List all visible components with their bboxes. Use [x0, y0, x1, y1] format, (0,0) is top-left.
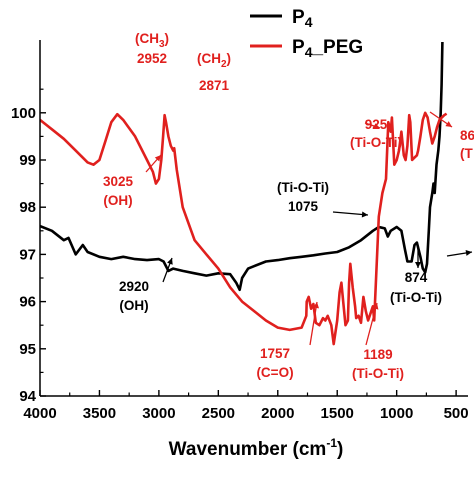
y-tick-label: 97: [19, 246, 36, 263]
annotation-line: (CH3): [135, 31, 169, 50]
annotation-line: 3025: [103, 174, 134, 189]
x-tick-label: 3500: [83, 405, 116, 422]
annotation-arrowhead: [361, 211, 368, 218]
annotation-label: 1189 (Ti-O-Ti): [352, 347, 404, 381]
x-tick-label: 1000: [380, 405, 413, 422]
x-tick-label: 3000: [142, 405, 175, 422]
annotation-arrowhead: [372, 303, 379, 310]
annotation-arrowhead: [415, 262, 421, 268]
annotation-line: (Ti-O-Ti): [277, 180, 329, 195]
annotation-line: 1189: [363, 347, 392, 362]
annotation-line: 2920: [119, 279, 149, 294]
annotation-label: 925(Ti-O-Ti): [350, 117, 402, 150]
annotation-arrowhead: [373, 123, 380, 129]
annotation-line: 2871: [199, 78, 230, 93]
x-tick-label: 2500: [202, 405, 235, 422]
x-tick-label: 4000: [23, 405, 56, 422]
annotation-arrowhead: [167, 258, 173, 265]
series-line-p4: [40, 41, 444, 292]
annotation-arrow: [365, 302, 378, 346]
annotation-line: (Ti-O-Ti): [390, 290, 442, 305]
annotation-line: (OH): [119, 298, 148, 313]
annotation-label: (Ti-O-Ti) 1075: [277, 180, 329, 214]
annotation-line: (Ti-O-Ti): [350, 135, 402, 150]
annotation-line: 86: [460, 128, 474, 143]
x-tick-label: 1500: [321, 405, 354, 422]
annotation-label: (CH2) 2871: [197, 51, 231, 93]
y-tick-label: 95: [19, 341, 36, 358]
annotation-line: (Ti-O-Ti): [352, 366, 404, 381]
x-tick-label: 500: [444, 405, 469, 422]
annotation-line: (OH): [103, 193, 132, 208]
annotation-arrowhead: [465, 250, 472, 256]
annotation-line: 2952: [137, 51, 167, 66]
series-line-p4_peg: [40, 111, 448, 346]
y-tick-label: 94: [19, 388, 36, 405]
annotation-arrowhead: [154, 155, 161, 162]
legend-label: P4: [292, 7, 313, 30]
annotation-label: 874 (Ti-O-Ti): [390, 270, 442, 305]
x-axis-title: Wavenumber (cm-1): [169, 436, 344, 460]
annotation-label: (CH3)2952: [135, 31, 169, 66]
annotation-line: 874: [405, 270, 428, 285]
annotation-line: 1075: [288, 199, 319, 214]
annotation-arrow: [309, 301, 318, 346]
annotation-label: 3025 (OH): [103, 174, 134, 208]
annotation-label: 2920 (OH): [119, 279, 149, 313]
annotation-label: 1757 (C=O): [256, 346, 293, 380]
annotation-arrowhead: [445, 121, 452, 127]
annotation-line: 1757: [260, 346, 290, 361]
y-tick-label: 100: [11, 105, 36, 122]
annotation-line: (CH2): [197, 51, 231, 70]
legend-label: P4_PEG: [292, 37, 363, 60]
x-tick-label: 2000: [261, 405, 294, 422]
y-tick-label: 96: [19, 294, 36, 311]
y-tick-label: 98: [19, 199, 36, 216]
annotation-arrowhead: [313, 302, 319, 309]
annotation-line: (T: [460, 146, 473, 161]
annotation-line: (C=O): [256, 365, 293, 380]
y-tick-label: 99: [19, 152, 36, 169]
annotation-label: 86 (T: [460, 128, 474, 161]
